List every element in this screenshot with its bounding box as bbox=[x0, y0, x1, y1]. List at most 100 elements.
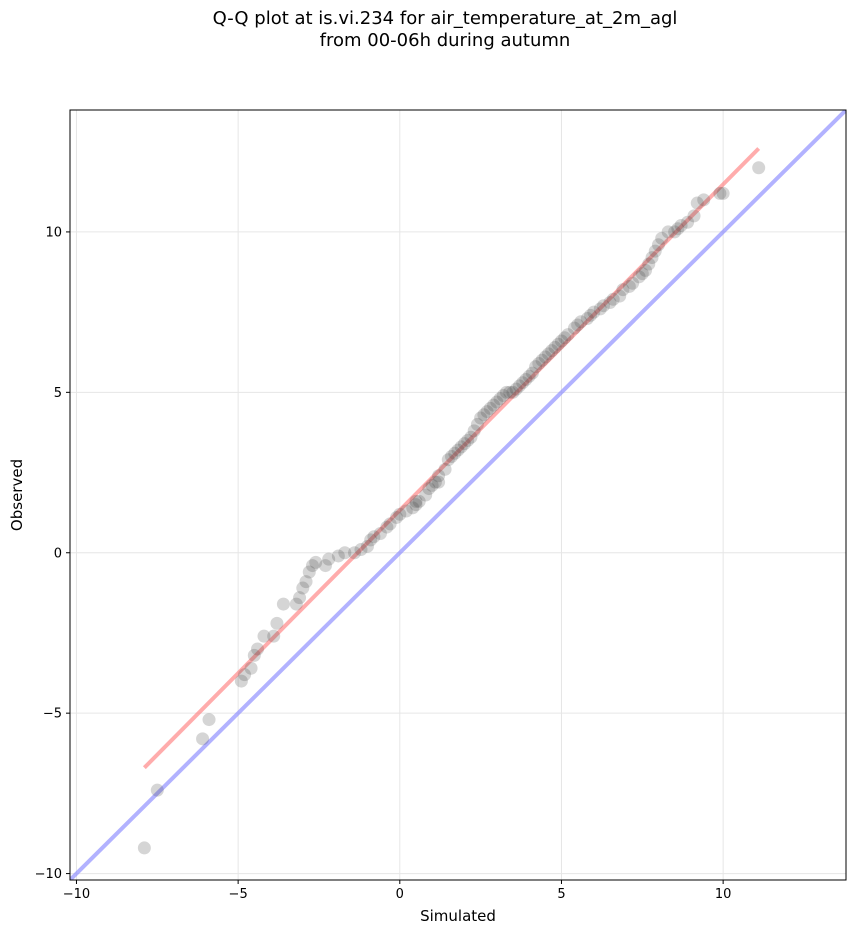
data-point bbox=[441, 453, 455, 467]
data-point bbox=[668, 225, 682, 239]
data-point bbox=[493, 392, 507, 406]
reference-lines bbox=[70, 110, 846, 880]
data-point bbox=[558, 331, 572, 345]
data-point bbox=[470, 417, 484, 431]
data-point bbox=[299, 575, 313, 589]
data-point bbox=[425, 478, 439, 492]
data-point bbox=[419, 488, 433, 502]
data-point bbox=[681, 215, 695, 229]
data-point bbox=[671, 222, 685, 236]
data-point bbox=[525, 366, 539, 380]
chart-title-line-2: from 00-06h during autumn bbox=[319, 30, 571, 51]
data-point bbox=[687, 209, 701, 223]
data-point bbox=[373, 527, 387, 540]
y-tick-label: 5 bbox=[54, 386, 62, 401]
data-point bbox=[529, 360, 543, 374]
data-point bbox=[503, 385, 517, 399]
data-point bbox=[648, 244, 662, 258]
data-point bbox=[597, 299, 610, 313]
data-point bbox=[360, 539, 374, 553]
data-point bbox=[567, 321, 581, 335]
data-point bbox=[202, 713, 216, 727]
data-point bbox=[542, 347, 556, 361]
grid-lines bbox=[70, 110, 846, 880]
data-point bbox=[422, 482, 436, 496]
data-point bbox=[500, 385, 513, 399]
data-point bbox=[616, 283, 630, 297]
data-point bbox=[480, 405, 494, 419]
data-point bbox=[448, 446, 462, 460]
data-point bbox=[532, 356, 546, 370]
data-point bbox=[512, 379, 526, 393]
data-point bbox=[383, 517, 397, 531]
data-point bbox=[399, 504, 413, 518]
data-point bbox=[461, 433, 475, 447]
data-point bbox=[571, 318, 585, 332]
data-point bbox=[409, 498, 423, 512]
data-point bbox=[477, 408, 491, 422]
data-point bbox=[354, 543, 368, 557]
data-point bbox=[632, 270, 646, 284]
data-point bbox=[483, 401, 497, 415]
data-point bbox=[348, 546, 362, 560]
chart-title: Q-Q plot at is.vi.234 for air_temperatur… bbox=[0, 8, 854, 52]
data-point bbox=[390, 510, 404, 524]
y-tick-label: −10 bbox=[35, 867, 62, 882]
x-axis-label: Simulated bbox=[420, 907, 496, 925]
data-point bbox=[457, 437, 471, 451]
data-point bbox=[445, 450, 459, 463]
y-tick-label: −5 bbox=[43, 707, 62, 722]
data-point bbox=[338, 546, 352, 560]
data-point bbox=[474, 411, 488, 425]
data-point bbox=[196, 732, 210, 746]
data-point bbox=[635, 267, 649, 281]
data-point bbox=[234, 674, 248, 688]
data-point bbox=[293, 591, 307, 605]
data-point bbox=[606, 292, 620, 306]
x-tick-label: 0 bbox=[396, 887, 404, 902]
data-point bbox=[538, 350, 552, 364]
data-point bbox=[580, 312, 594, 326]
data-point bbox=[622, 279, 636, 293]
data-point bbox=[150, 783, 164, 797]
data-point bbox=[639, 263, 653, 277]
data-point bbox=[548, 340, 562, 354]
data-point bbox=[516, 376, 530, 390]
data-point bbox=[289, 597, 303, 611]
data-point bbox=[551, 337, 565, 351]
data-point bbox=[642, 257, 656, 271]
data-point bbox=[554, 334, 568, 348]
data-point bbox=[613, 289, 627, 303]
data-point bbox=[380, 520, 394, 534]
data-point bbox=[584, 308, 598, 322]
data-point bbox=[137, 841, 151, 855]
data-point bbox=[432, 469, 446, 483]
data-point bbox=[393, 507, 407, 521]
y-tick-label: 0 bbox=[54, 546, 62, 561]
data-point bbox=[522, 369, 536, 383]
plot-frame bbox=[69, 109, 847, 881]
identity-line bbox=[70, 110, 846, 880]
data-point bbox=[406, 501, 420, 515]
data-point bbox=[409, 494, 423, 508]
data-point bbox=[331, 549, 345, 563]
chart-title-line-1: Q-Q plot at is.vi.234 for air_temperatur… bbox=[212, 8, 678, 29]
data-point bbox=[535, 353, 549, 367]
data-point bbox=[645, 251, 659, 265]
data-point bbox=[257, 629, 271, 643]
data-point bbox=[752, 161, 766, 175]
data-point bbox=[496, 389, 510, 403]
data-point bbox=[367, 530, 381, 544]
data-point bbox=[364, 533, 378, 547]
data-point bbox=[306, 559, 319, 573]
y-tick-label: 10 bbox=[45, 225, 62, 240]
x-tick-label: 10 bbox=[715, 887, 732, 902]
data-point bbox=[587, 305, 601, 319]
data-point bbox=[509, 382, 523, 396]
data-point bbox=[438, 462, 452, 476]
data-point bbox=[322, 552, 336, 566]
data-point bbox=[464, 430, 478, 444]
data-point bbox=[247, 648, 261, 662]
data-point bbox=[490, 395, 504, 409]
data-point bbox=[276, 597, 290, 611]
